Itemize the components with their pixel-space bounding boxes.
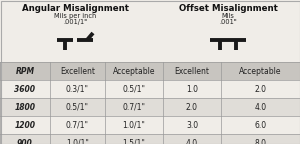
Text: 3600: 3600 — [14, 85, 35, 93]
Text: 1800: 1800 — [14, 103, 35, 111]
Text: 0.5/1": 0.5/1" — [66, 103, 89, 111]
Text: 4.0: 4.0 — [186, 139, 198, 144]
Text: 3.0: 3.0 — [186, 121, 198, 129]
Text: 0.7/1": 0.7/1" — [66, 121, 89, 129]
Text: 1.0: 1.0 — [186, 85, 198, 93]
Text: Excellent: Excellent — [60, 67, 95, 75]
Text: 1200: 1200 — [14, 121, 35, 129]
Text: Acceptable: Acceptable — [113, 67, 155, 75]
Text: Mils per inch: Mils per inch — [54, 13, 96, 19]
Text: Acceptable: Acceptable — [239, 67, 282, 75]
Text: 8.0: 8.0 — [254, 139, 266, 144]
Bar — [0, 0, 300, 62]
Text: RPM: RPM — [15, 67, 34, 75]
Text: .001": .001" — [219, 19, 237, 25]
Text: Offset Misalignment: Offset Misalignment — [178, 4, 278, 13]
Bar — [0, 134, 300, 144]
Text: 0.7/1": 0.7/1" — [122, 103, 146, 111]
Text: 6.0: 6.0 — [254, 121, 267, 129]
Text: 1.5/1": 1.5/1" — [123, 139, 146, 144]
Bar — [0, 62, 300, 80]
Text: 2.0: 2.0 — [254, 85, 266, 93]
Text: Mils: Mils — [222, 13, 234, 19]
Text: 4.0: 4.0 — [254, 103, 267, 111]
Text: 2.0: 2.0 — [186, 103, 198, 111]
Bar — [0, 80, 300, 98]
Bar — [0, 98, 300, 116]
Text: 1.0/1": 1.0/1" — [66, 139, 89, 144]
Text: .001/1": .001/1" — [63, 19, 87, 25]
Bar — [0, 116, 300, 134]
Text: Angular Misalignment: Angular Misalignment — [22, 4, 128, 13]
Text: 900: 900 — [17, 139, 33, 144]
Text: 0.3/1": 0.3/1" — [66, 85, 89, 93]
Text: 1.0/1": 1.0/1" — [123, 121, 146, 129]
Text: 0.5/1": 0.5/1" — [122, 85, 146, 93]
Text: Excellent: Excellent — [175, 67, 209, 75]
